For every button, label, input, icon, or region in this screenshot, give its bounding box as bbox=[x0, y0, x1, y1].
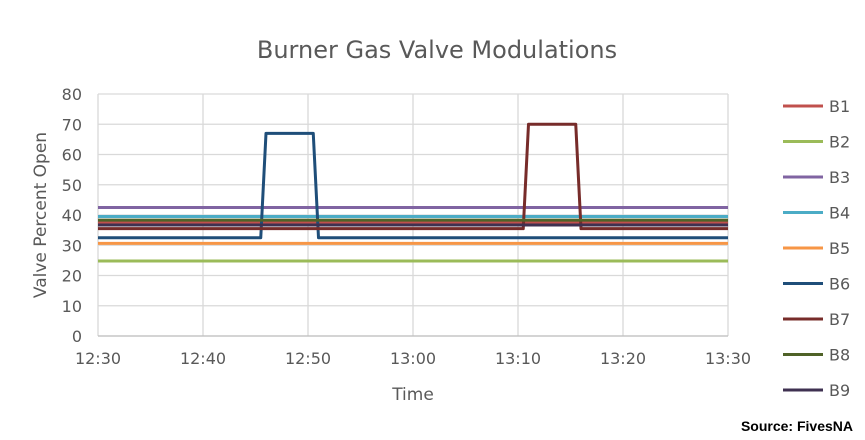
x-tick-label: 13:30 bbox=[705, 349, 751, 368]
legend-label-b3: B3 bbox=[829, 168, 850, 187]
legend-label-b9: B9 bbox=[829, 381, 850, 400]
legend-label-b2: B2 bbox=[829, 133, 850, 152]
legend-label-b7: B7 bbox=[829, 310, 850, 329]
chart-title: Burner Gas Valve Modulations bbox=[257, 36, 617, 64]
x-tick-label: 12:40 bbox=[180, 349, 226, 368]
legend-label-b5: B5 bbox=[829, 239, 850, 258]
y-tick-label: 20 bbox=[62, 267, 82, 286]
y-tick-label: 80 bbox=[62, 85, 82, 104]
x-tick-label: 13:10 bbox=[495, 349, 541, 368]
legend-label-b4: B4 bbox=[829, 204, 850, 223]
y-tick-label: 0 bbox=[72, 327, 82, 346]
x-tick-label: 12:50 bbox=[285, 349, 331, 368]
legend-label-b6: B6 bbox=[829, 275, 850, 294]
x-axis-label: Time bbox=[391, 385, 434, 405]
x-tick-label: 13:00 bbox=[390, 349, 436, 368]
y-tick-label: 50 bbox=[62, 176, 82, 195]
y-tick-label: 70 bbox=[62, 115, 82, 134]
y-tick-label: 30 bbox=[62, 236, 82, 255]
y-tick-label: 10 bbox=[62, 297, 82, 316]
y-tick-label: 60 bbox=[62, 146, 82, 165]
legend-label-b8: B8 bbox=[829, 346, 850, 365]
legend-label-b1: B1 bbox=[829, 97, 850, 116]
y-axis-label: Valve Percent Open bbox=[31, 132, 51, 298]
series-line-b7 bbox=[98, 122, 728, 231]
source-note: Source: FivesNA bbox=[740, 418, 853, 434]
series-line-b6 bbox=[98, 131, 728, 240]
y-tick-label: 40 bbox=[62, 206, 82, 225]
x-tick-label: 12:30 bbox=[75, 349, 121, 368]
x-tick-label: 13:20 bbox=[600, 349, 646, 368]
